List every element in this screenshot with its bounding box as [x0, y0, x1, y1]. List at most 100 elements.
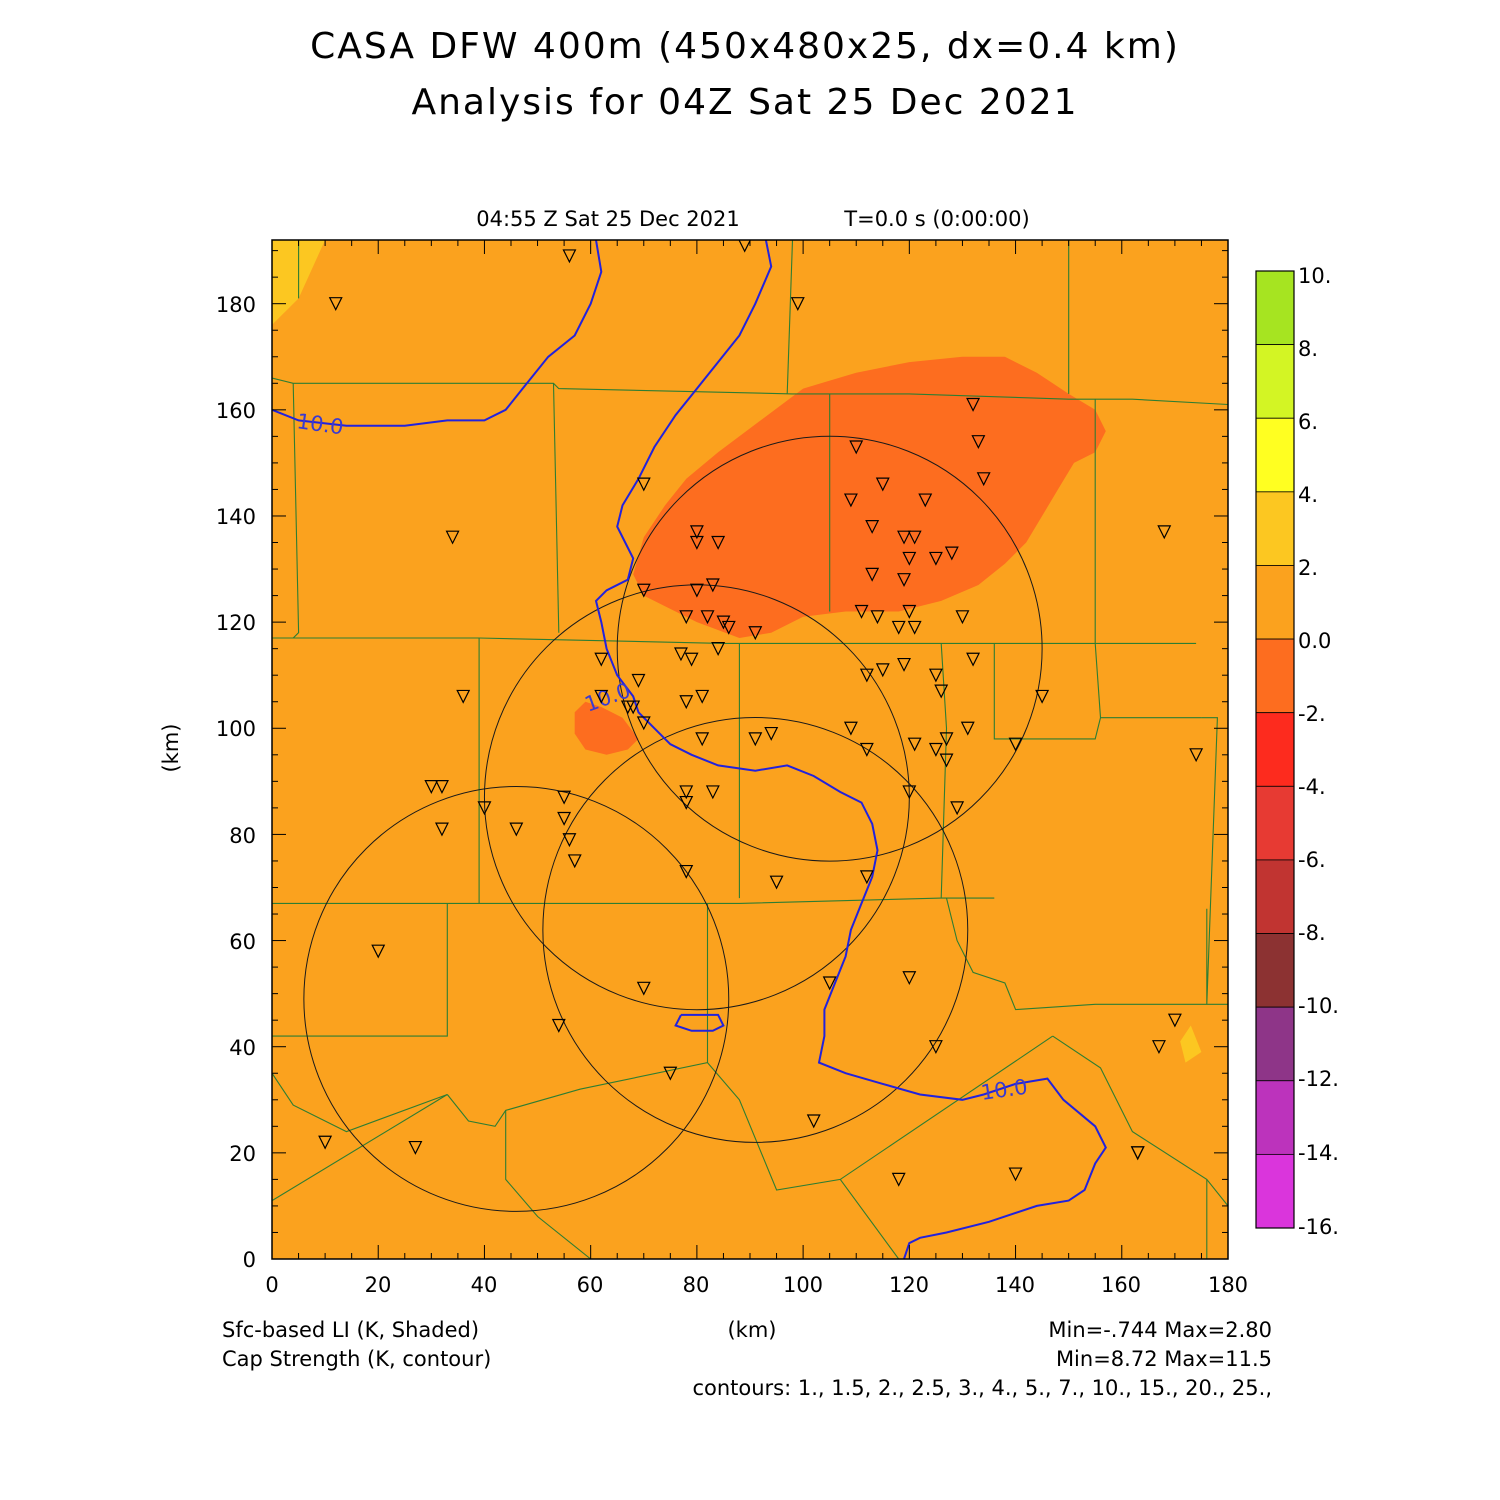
- station-marker: [636, 716, 651, 731]
- station-marker: [445, 530, 460, 545]
- li-region-high: [1180, 1025, 1202, 1063]
- station-marker: [891, 620, 906, 635]
- county-boundary-line: [945, 897, 1228, 1011]
- station-marker: [684, 652, 699, 667]
- station-marker: [849, 440, 864, 455]
- station-marker: [689, 583, 704, 598]
- station-marker: [551, 1018, 566, 1033]
- county-boundary-line: [786, 240, 794, 394]
- x-tick-label: 100: [783, 1273, 823, 1297]
- station-marker: [1008, 737, 1023, 752]
- radar-range-ring: [303, 785, 730, 1212]
- colorbar-swatch: [1255, 933, 1295, 1008]
- station-marker: [902, 785, 917, 800]
- station-marker: [859, 870, 874, 885]
- station-marker: [854, 604, 869, 619]
- station-marker: [1151, 1040, 1166, 1055]
- station-marker: [679, 610, 694, 625]
- y-tick-label: 100: [216, 717, 256, 741]
- county-boundary-line: [292, 383, 300, 639]
- x-tick-label: 120: [889, 1273, 929, 1297]
- station-marker: [631, 673, 646, 688]
- county-boundary-line: [446, 1035, 1054, 1191]
- station-marker: [955, 610, 970, 625]
- colorbar-swatch: [1255, 785, 1295, 861]
- y-axis-tick-labels: 0 20 40 60 80 100 120 140 160 180: [216, 293, 256, 1272]
- cap-contour-10: [594, 240, 1107, 1259]
- colorbar-label: 4.: [1298, 483, 1318, 507]
- colorbar-frame: [1255, 270, 1295, 1229]
- colorbar-swatch: [1255, 417, 1295, 493]
- station-marker: [859, 742, 874, 757]
- station-marker: [843, 721, 858, 736]
- x-tick-label: 20: [365, 1273, 392, 1297]
- axis-ticks: [271, 240, 1229, 1260]
- station-marker: [721, 620, 736, 635]
- colorbar-label: 8.: [1298, 337, 1318, 361]
- colorbar-label: 10.: [1298, 264, 1331, 288]
- station-marker: [902, 604, 917, 619]
- colorbar-label: -12.: [1298, 1067, 1339, 1091]
- station-marker: [738, 240, 752, 253]
- cap-strength-contours: [272, 240, 1107, 1259]
- station-marker: [673, 647, 688, 662]
- station-marker: [1189, 748, 1204, 763]
- x-tick-label: 140: [995, 1273, 1035, 1297]
- colorbar-swatch: [1255, 1153, 1295, 1229]
- station-marker: [434, 780, 449, 794]
- station-marker: [859, 668, 874, 683]
- station-marker: [897, 573, 911, 588]
- station-marker: [806, 1114, 821, 1129]
- station-marker: [769, 875, 784, 890]
- station-marker: [509, 822, 524, 837]
- county-boundary-line: [272, 377, 1228, 406]
- county-boundaries: [272, 240, 1228, 1259]
- li-region-negative: [633, 356, 1106, 638]
- county-boundary-line: [1052, 1035, 1228, 1207]
- station-marker: [689, 535, 704, 550]
- station-marker: [716, 615, 731, 630]
- station-marker: [477, 801, 492, 816]
- station-marker: [689, 525, 704, 540]
- x-tick-label: 60: [577, 1273, 604, 1297]
- station-marker: [966, 397, 981, 412]
- station-marker: [1157, 525, 1172, 540]
- colorbar-swatch: [1255, 1080, 1295, 1155]
- colorbar-label: -14.: [1298, 1141, 1339, 1165]
- field2-label: Cap Strength (K, contour): [222, 1347, 491, 1371]
- x-tick-label: 160: [1101, 1273, 1141, 1297]
- station-marker: [897, 530, 911, 545]
- y-tick-label: 160: [216, 399, 256, 423]
- cap-contour-10: [272, 240, 603, 427]
- station-marker: [928, 668, 943, 683]
- y-tick-label: 0: [243, 1248, 256, 1272]
- station-marker: [557, 811, 572, 826]
- colorbar-label: 2.: [1298, 556, 1318, 580]
- colorbar-swatch: [1255, 638, 1295, 714]
- x-tick-label: 80: [683, 1273, 710, 1297]
- station-marker: [1130, 1146, 1145, 1161]
- field1-minmax: Min=-.744 Max=2.80: [1048, 1318, 1272, 1342]
- county-boundary-line: [272, 1094, 448, 1202]
- x-tick-label: 0: [265, 1273, 278, 1297]
- y-tick-label: 180: [216, 293, 256, 317]
- li-colorbar: [1255, 270, 1295, 1229]
- station-marker: [918, 493, 933, 508]
- y-tick-label: 60: [229, 930, 256, 954]
- county-boundary-line: [505, 1110, 592, 1259]
- station-marker: [711, 642, 726, 657]
- colorbar-labels: 10. 8. 6. 4. 2. 0.0 -2. -4. -6. -8. -10.…: [1298, 264, 1339, 1239]
- colorbar-swatch: [1255, 270, 1295, 346]
- station-marker: [318, 1135, 333, 1150]
- station-marker: [408, 1140, 423, 1155]
- colorbar-label: -10.: [1298, 994, 1339, 1018]
- forecast-time: T=0.0 s (0:00:00): [843, 207, 1029, 231]
- colorbar-swatch: [1255, 1006, 1295, 1082]
- radar-range-rings: [303, 435, 1043, 1212]
- station-marker: [748, 626, 763, 641]
- colorbar-label: -16.: [1298, 1215, 1339, 1239]
- station-marker: [679, 785, 694, 800]
- station-marker: [434, 822, 449, 837]
- station-marker: [928, 1040, 943, 1055]
